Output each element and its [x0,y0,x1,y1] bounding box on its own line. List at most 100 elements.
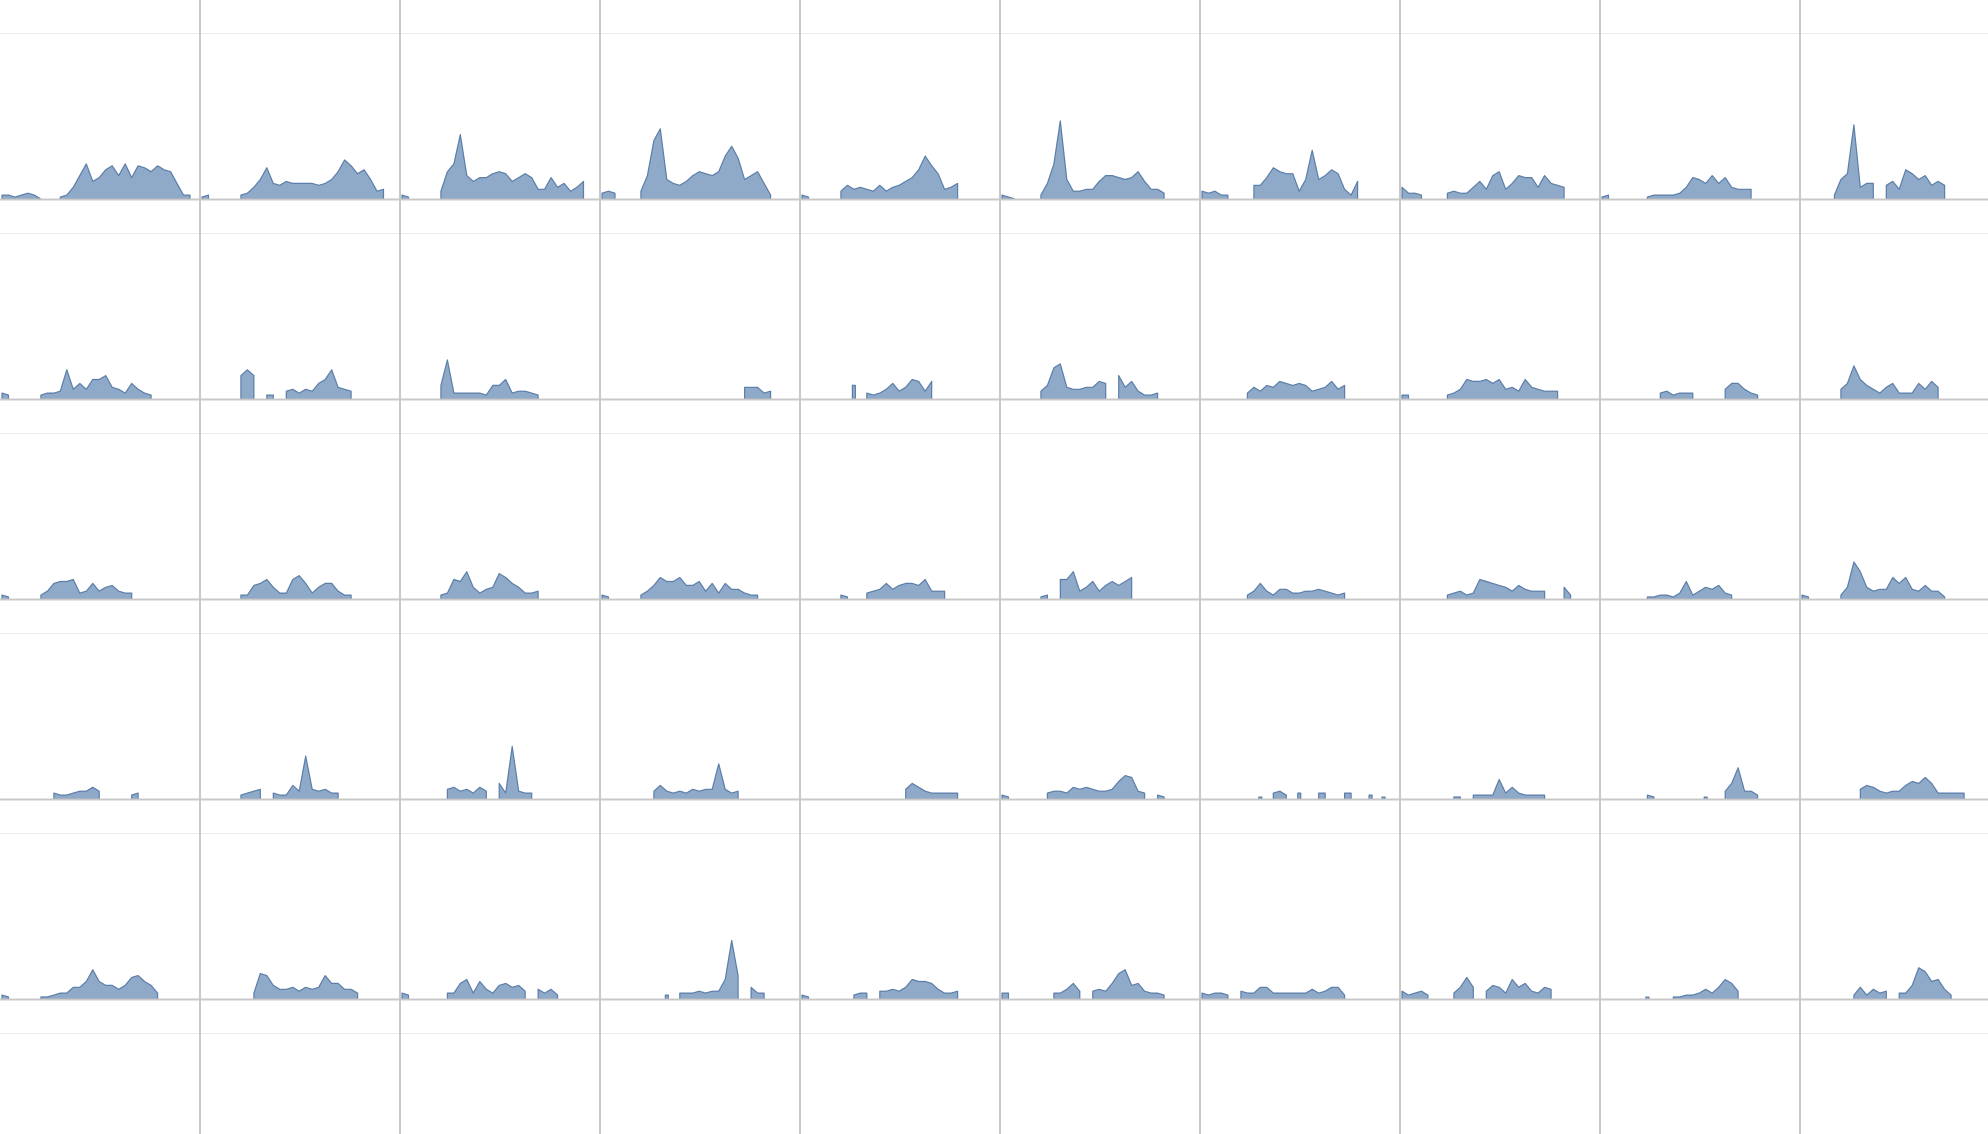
area-segment [1659,390,1694,400]
area-segment [1446,378,1559,400]
panel-r1-c7 [1401,378,1559,400]
area-segment [1401,990,1429,1000]
area-segment [446,786,487,800]
area-segment [1853,986,1887,1000]
area-segment [1246,582,1346,600]
area-segment [285,369,352,400]
area-segment [879,978,959,1000]
area-segment [1253,149,1359,200]
panel-r3-c0 [53,786,139,800]
area-segment [40,969,159,1000]
area-segment [240,575,352,600]
area-segment [905,782,959,800]
area-segment [866,578,946,600]
area-segment [1118,375,1159,400]
panel-r3-c4 [905,782,959,800]
area-segment [1297,792,1302,800]
panel-r4-c4 [801,978,959,1000]
area-segment [601,190,616,200]
area-segment [653,763,739,800]
panel-r3-c2 [446,745,533,800]
area-segment [40,369,152,400]
panel-r1-c4 [851,378,933,400]
area-segment [1672,978,1739,1000]
area-segment [266,394,274,400]
area-segment [1001,992,1010,1000]
area-segment [1040,120,1165,200]
panel-r1-c8 [1659,382,1759,400]
area-segment [446,978,526,1000]
panel-r2-c2 [440,571,539,600]
area-segment [53,786,100,800]
panel-r4-c6 [1201,986,1346,1000]
panel-r0-c2 [401,134,585,200]
area-segment [1318,792,1326,800]
area-segment [1368,794,1373,800]
area-segment [40,578,133,600]
area-segment [851,384,856,400]
area-segment [1344,792,1352,800]
panel-r4-c1 [253,973,359,1000]
panel-r2-c9 [1801,561,1946,600]
panel-r2-c3 [601,576,759,600]
area-segment [1246,380,1346,400]
area-segment [1046,775,1146,800]
area-segment [498,745,533,800]
panel-r3-c9 [1859,776,1965,800]
panel-r1-c1 [240,369,352,400]
area-segment [240,369,255,400]
area-segment [1485,978,1552,1000]
panel-r3-c3 [653,763,739,800]
area-segment [240,159,385,200]
area-segment [1833,124,1874,200]
area-segment [664,994,669,1000]
area-segment [1885,169,1946,200]
area-segment [1059,571,1133,600]
area-segment [440,571,539,600]
area-segment [853,992,868,1000]
area-segment [1724,767,1759,800]
panel-r0-c6 [1201,149,1359,200]
panel-r2-c1 [240,575,352,600]
area-segment [1472,778,1546,800]
panel-r2-c4 [840,578,946,600]
area-segment [1040,363,1107,400]
area-segment [1053,982,1081,1000]
area-segment [866,378,933,400]
area-segment [744,386,772,400]
panel-r1-c0 [1,369,152,400]
area-segment [440,134,585,200]
area-segment [1724,382,1759,400]
area-segment [1240,986,1346,1000]
panel-r1-c9 [1840,365,1939,400]
area-segment [1646,580,1733,600]
area-segment [1840,365,1939,400]
area-segment [59,163,191,200]
panel-r0-c9 [1833,124,1946,200]
panel-r1-c5 [1040,363,1159,400]
area-segment [1201,190,1229,200]
panel-r3-c1 [240,755,339,800]
area-segment [640,576,759,600]
panel-r2-c8 [1646,580,1733,600]
area-segment [1859,776,1965,800]
panel-r4-c9 [1853,967,1952,1000]
area-segment [1898,967,1952,1000]
area-segment [1201,992,1229,1000]
area-segment [253,973,359,1000]
area-segment [1446,578,1546,600]
area-segment [440,359,539,400]
panel-r1-c6 [1246,380,1346,400]
area-segment [272,755,339,800]
area-segment [1840,561,1946,600]
area-segment [840,155,959,200]
panel-r0-c0 [1,163,191,200]
panel-r1-c2 [440,359,539,400]
panel-r0-c8 [1601,175,1752,200]
area-segment [1092,969,1165,1000]
panel-r2-c6 [1246,582,1346,600]
area-segment [679,939,739,1000]
